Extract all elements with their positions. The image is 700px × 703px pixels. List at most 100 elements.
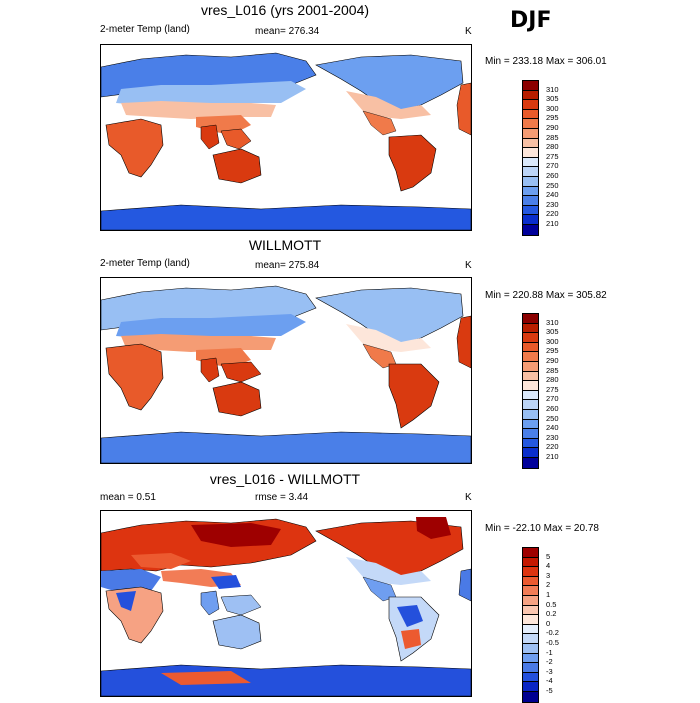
panel-3-mean: mean = 0.51 (100, 492, 156, 503)
panel-3-units: K (465, 492, 472, 503)
colorbar-tick-label: 275 (546, 384, 559, 394)
colorbar-tick-label: 250 (546, 413, 559, 423)
panel-1-units: K (465, 26, 472, 37)
colorbar-cell (523, 109, 538, 120)
colorbar-cell (523, 333, 538, 343)
colorbar-cell (523, 81, 538, 91)
colorbar-tick-label: 285 (546, 365, 559, 375)
colorbar-cell (523, 205, 538, 216)
colorbar-tick-label: 2 (546, 580, 551, 590)
colorbar-tick-label: 270 (546, 394, 559, 404)
colorbar-tick-label: 310 (546, 317, 559, 327)
colorbar-tick-label: 270 (546, 161, 559, 171)
colorbar-tick-label: 0.2 (546, 609, 557, 619)
panel-1-colorbar (522, 80, 539, 236)
colorbar-tick-label: 210 (546, 219, 559, 228)
colorbar-cell (523, 595, 538, 606)
colorbar-tick-label: -2 (546, 657, 553, 667)
panel-1-title: vres_L016 (yrs 2001-2004) (200, 2, 370, 18)
colorbar-tick-label: 290 (546, 123, 559, 132)
colorbar-cell (523, 390, 538, 401)
colorbar-tick-label: 310 (546, 84, 559, 94)
colorbar-tick-label: 260 (546, 171, 559, 180)
colorbar-tick-label: 295 (546, 346, 559, 356)
colorbar-tick-label: 275 (546, 151, 559, 161)
panel-1-minmax: Min = 233.18 Max = 306.01 (485, 56, 607, 67)
colorbar-cell (523, 672, 538, 683)
colorbar-cell (523, 557, 538, 568)
colorbar-tick-label: -5 (546, 686, 553, 695)
colorbar-tick-label: 0 (546, 618, 551, 628)
colorbar-tick-label: -1 (546, 647, 553, 657)
colorbar-cell (523, 342, 538, 353)
colorbar-tick-label: 230 (546, 432, 559, 442)
colorbar-tick-label: 260 (546, 404, 559, 413)
colorbar-tick-label: 300 (546, 336, 559, 346)
panel-2-colorbar (522, 313, 539, 469)
colorbar-cell (523, 663, 538, 673)
colorbar-cell (523, 605, 538, 616)
colorbar-cell (523, 438, 538, 449)
colorbar-cell (523, 643, 538, 654)
colorbar-cell (523, 548, 538, 558)
colorbar-cell (523, 314, 538, 324)
colorbar-tick-label: 250 (546, 180, 559, 190)
colorbar-cell (523, 196, 538, 206)
colorbar-cell (523, 167, 538, 177)
colorbar-cell (523, 381, 538, 391)
panel-3-map (100, 510, 472, 697)
panel-2-minmax: Min = 220.88 Max = 305.82 (485, 290, 607, 301)
colorbar-tick-label: 4 (546, 561, 551, 571)
colorbar-tick-label: 230 (546, 199, 559, 209)
colorbar-tick-label: 300 (546, 103, 559, 113)
colorbar-tick-label: 240 (546, 423, 559, 433)
colorbar-cell (523, 419, 538, 430)
colorbar-tick-label: 285 (546, 132, 559, 142)
colorbar-tick-label: 0.5 (546, 599, 557, 609)
colorbar-tick-label: 3 (546, 570, 551, 580)
colorbar-cell (523, 682, 538, 692)
panel-1-left-label: 2-meter Temp (land) (100, 24, 190, 35)
colorbar-cell (523, 148, 538, 158)
panel-2-left-label: 2-meter Temp (land) (100, 258, 190, 269)
colorbar-cell (523, 119, 538, 129)
colorbar-cell (523, 371, 538, 382)
colorbar-cell (523, 457, 538, 468)
panel-3-title: vres_L016 - WILLMOTT (209, 471, 361, 487)
season-label: DJF (510, 8, 552, 33)
colorbar-cell (523, 157, 538, 168)
panel-2-units: K (465, 260, 472, 271)
colorbar-cell (523, 400, 538, 410)
colorbar-cell (523, 586, 538, 596)
colorbar-cell (523, 352, 538, 362)
colorbar-tick-label: -0.2 (546, 628, 559, 638)
colorbar-tick-label: 295 (546, 113, 559, 123)
colorbar-tick-label: 210 (546, 452, 559, 461)
colorbar-tick-label: 5 (546, 551, 551, 561)
colorbar-cell (523, 429, 538, 439)
colorbar-cell (523, 448, 538, 458)
colorbar-cell (523, 100, 538, 110)
colorbar-cell (523, 186, 538, 197)
panel-3-rmse: rmse = 3.44 (255, 492, 309, 503)
colorbar-tick-label: 280 (546, 142, 559, 152)
colorbar-cell (523, 576, 538, 587)
panel-1-map (100, 44, 472, 231)
panel-2-title: WILLMOTT (248, 237, 322, 253)
panel-1-map-svg (101, 52, 471, 230)
panel-3-colorbar (522, 547, 539, 703)
colorbar-tick-label: 305 (546, 94, 559, 104)
colorbar-cell (523, 653, 538, 664)
panel-2-map-svg (101, 285, 471, 463)
colorbar-tick-label: 280 (546, 375, 559, 385)
colorbar-tick-label: 305 (546, 327, 559, 337)
colorbar-tick-label: 220 (546, 209, 559, 219)
colorbar-cell (523, 624, 538, 635)
colorbar-cell (523, 224, 538, 235)
colorbar-tick-label: -0.5 (546, 638, 559, 647)
panel-2-mean: mean= 275.84 (255, 260, 320, 271)
colorbar-cell (523, 361, 538, 372)
colorbar-cell (523, 138, 538, 149)
colorbar-tick-label: 240 (546, 190, 559, 200)
colorbar-tick-label: 290 (546, 356, 559, 365)
